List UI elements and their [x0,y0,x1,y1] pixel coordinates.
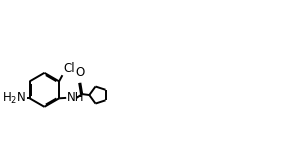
Text: NH: NH [67,91,85,104]
Text: O: O [76,66,85,79]
Text: H$_2$N: H$_2$N [2,91,26,106]
Text: Cl: Cl [63,62,74,75]
